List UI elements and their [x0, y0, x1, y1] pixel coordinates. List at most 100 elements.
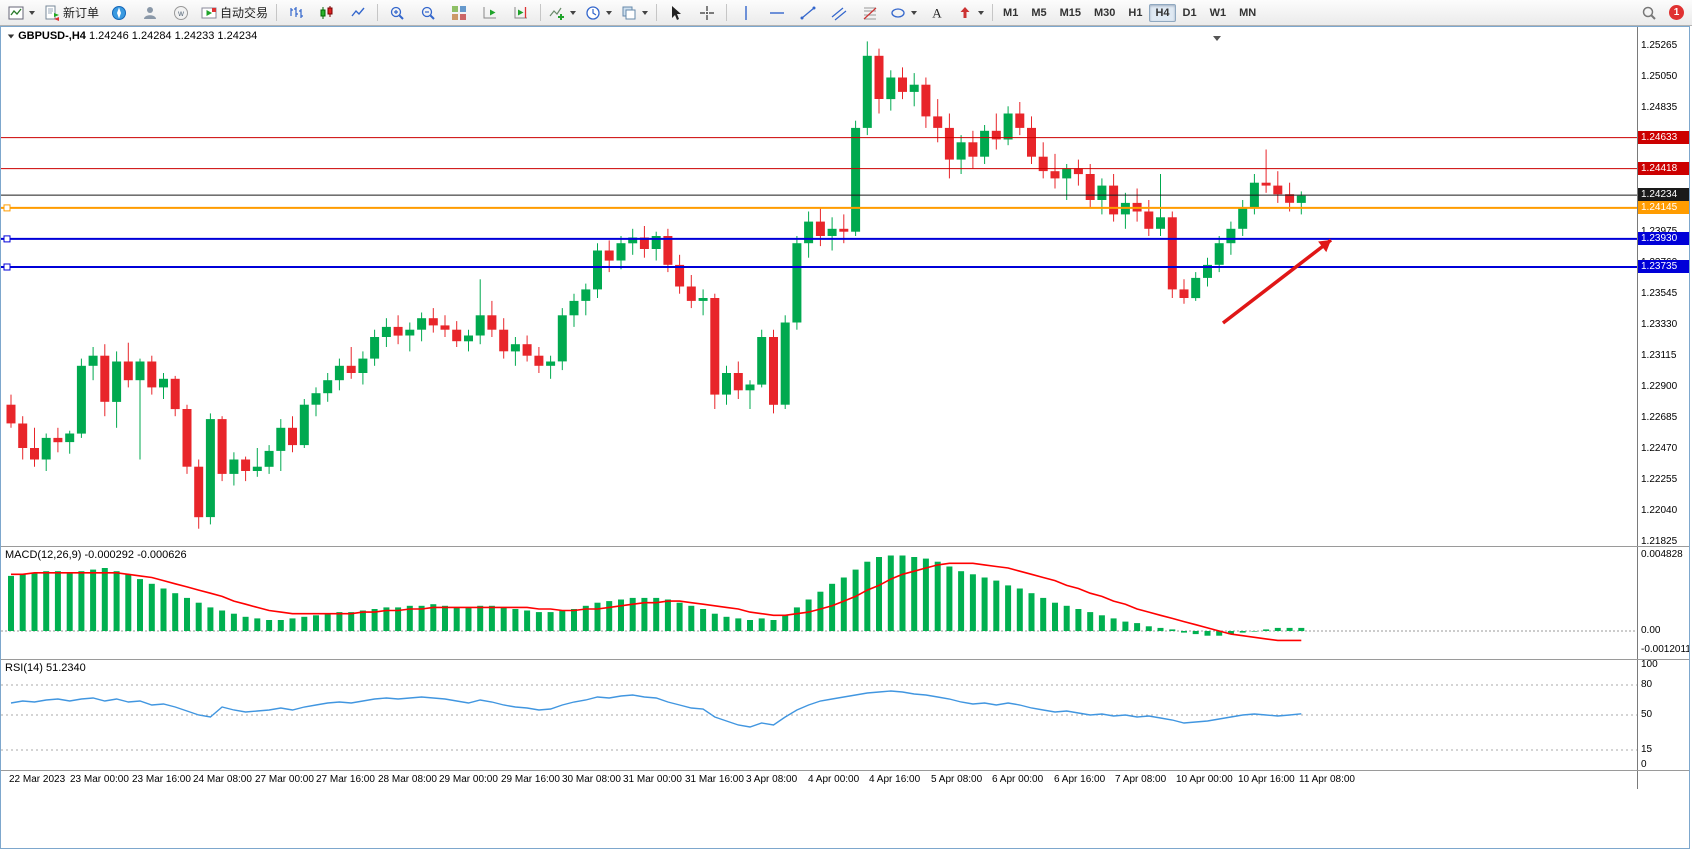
horizontal-line-tool-button[interactable] [762, 1, 792, 24]
macd-axis[interactable]: 0.004828 0.00 -0.0012011 [1637, 547, 1689, 659]
chart-shift-button[interactable] [506, 1, 536, 24]
time-label: 27 Mar 16:00 [316, 774, 375, 785]
timeframe-m30-button[interactable]: M30 [1094, 6, 1116, 19]
price-tick: 1.23115 [1641, 350, 1677, 361]
arrow-marker-icon [957, 5, 973, 21]
macd-plot[interactable]: MACD(12,26,9) -0.000292 -0.000626 [1, 547, 1637, 659]
bar-chart-button[interactable] [281, 1, 311, 24]
macd-panel: MACD(12,26,9) -0.000292 -0.000626 0.0048… [1, 547, 1689, 659]
timeframe-m1-button[interactable]: M1 [1003, 6, 1019, 19]
indicators-button[interactable] [545, 1, 580, 24]
new-order-icon [44, 5, 60, 21]
price-tick: 1.23975 [1641, 226, 1677, 237]
text-icon: A [929, 5, 945, 21]
zoom-out-icon [420, 5, 436, 21]
crosshair-icon [699, 5, 715, 21]
auto-scroll-button[interactable] [475, 1, 505, 24]
price-plot-svg[interactable] [1, 27, 1637, 546]
tile-windows-button[interactable] [444, 1, 474, 24]
panel-separator[interactable] [1, 546, 1689, 547]
price-tick: 1.23545 [1641, 288, 1678, 299]
chevron-down-icon [570, 10, 577, 15]
price-tick: 1.25265 [1641, 40, 1678, 51]
fibonacci-tool-button[interactable] [855, 1, 885, 24]
cursor-tool-button[interactable] [661, 1, 691, 24]
rsi-plot-svg[interactable] [1, 660, 1637, 770]
timeframe-mn-button[interactable]: MN [1239, 6, 1257, 19]
arrows-tool-button[interactable] [953, 1, 988, 24]
new-order-button[interactable]: 新订单 [40, 1, 103, 24]
collapse-triangle-icon[interactable] [7, 34, 15, 39]
line-chart-button[interactable] [343, 1, 373, 24]
price-tick: 1.22040 [1641, 505, 1678, 516]
price-axis[interactable]: 1.252651.250501.248351.246201.244051.241… [1637, 27, 1689, 546]
candlestick-icon [319, 5, 335, 21]
time-axis[interactable]: 22 Mar 2023 23 Mar 00:00 23 Mar 16:00 24 Ma… [1, 771, 1637, 789]
timeframe-h1-button[interactable]: H1 [1128, 6, 1143, 19]
search-button[interactable] [1634, 1, 1664, 24]
channel-tool-button[interactable] [824, 1, 854, 24]
zoom-in-icon [389, 5, 405, 21]
chart-shift-marker-icon[interactable] [1213, 28, 1221, 46]
price-tick: 1.23330 [1641, 319, 1678, 330]
rsi-plot[interactable]: RSI(14) 51.2340 [1, 660, 1637, 770]
timeframe-h4-button[interactable]: H4 [1149, 3, 1176, 22]
panel-separator[interactable] [1, 659, 1689, 660]
zoom-in-button[interactable] [382, 1, 412, 24]
text-tool-button[interactable]: A [922, 1, 952, 24]
person-icon [142, 5, 158, 21]
panel-separator[interactable] [1, 770, 1689, 771]
price-tick: 1.22470 [1641, 443, 1678, 454]
macd-plot-svg[interactable] [1, 547, 1637, 659]
time-label: 30 Mar 08:00 [562, 774, 621, 785]
new-chart-button[interactable] [4, 1, 39, 24]
crosshair-tool-button[interactable] [692, 1, 722, 24]
price-badge: 1.24145 [1638, 201, 1689, 214]
timeframe-m15-button[interactable]: M15 [1059, 6, 1081, 19]
rsi-panel: RSI(14) 51.2340 100 80 50 15 0 [1, 660, 1689, 770]
svg-text:w: w [177, 9, 184, 18]
time-label: 31 Mar 00:00 [623, 774, 682, 785]
candlestick-chart-button[interactable] [312, 1, 342, 24]
time-label: 5 Apr 08:00 [931, 774, 983, 785]
time-label: 28 Mar 08:00 [378, 774, 437, 785]
auto-scroll-icon [482, 5, 498, 21]
price-tick: 1.25050 [1641, 71, 1678, 82]
rsi-tick: 100 [1641, 660, 1658, 670]
timeframe-d1-button[interactable]: D1 [1182, 6, 1197, 19]
notification-badge[interactable]: 1 [1669, 5, 1684, 20]
time-axis-row: 22 Mar 2023 23 Mar 00:00 23 Mar 16:00 24 Ma… [1, 771, 1689, 789]
horizontal-line-icon [769, 5, 785, 21]
templates-button[interactable] [617, 1, 652, 24]
main-toolbar: 新订单 w 自动交易 [0, 0, 1692, 26]
periods-button[interactable] [581, 1, 616, 24]
macd-tick: 0.00 [1641, 625, 1661, 636]
web-terminal-button[interactable]: w [166, 1, 196, 24]
shapes-tool-button[interactable] [886, 1, 921, 24]
price-panel: GBPUSD-,H4 1.24246 1.24284 1.24233 1.242… [1, 27, 1689, 546]
price-badge: 1.24234 [1638, 188, 1689, 201]
timeframe-w1-button[interactable]: W1 [1209, 6, 1227, 19]
vertical-line-tool-button[interactable] [731, 1, 761, 24]
autotrade-button[interactable]: 自动交易 [197, 1, 272, 24]
rsi-axis[interactable]: 100 80 50 15 0 [1637, 660, 1689, 770]
community-button[interactable] [135, 1, 165, 24]
trendline-tool-button[interactable] [793, 1, 823, 24]
symbol-label: GBPUSD-,H4 [18, 30, 86, 42]
time-label: 10 Apr 00:00 [1176, 774, 1233, 785]
macd-values: -0.000292 -0.000626 [84, 549, 187, 561]
zoom-out-button[interactable] [413, 1, 443, 24]
price-tick: 1.22900 [1641, 381, 1678, 392]
chevron-down-icon [911, 10, 918, 15]
time-label: 3 Apr 08:00 [746, 774, 798, 785]
time-label: 4 Apr 00:00 [808, 774, 860, 785]
vertical-line-icon [738, 5, 754, 21]
price-plot[interactable]: GBPUSD-,H4 1.24246 1.24284 1.24233 1.242… [1, 27, 1637, 546]
mql5-wizard-button[interactable] [104, 1, 134, 24]
timeframe-m5-button[interactable]: M5 [1031, 6, 1047, 19]
svg-text:A: A [932, 5, 942, 20]
rsi-title: RSI(14) [5, 662, 43, 674]
rsi-tick: 15 [1641, 744, 1653, 755]
compass-icon [111, 5, 127, 21]
time-axis-corner [1637, 771, 1689, 789]
